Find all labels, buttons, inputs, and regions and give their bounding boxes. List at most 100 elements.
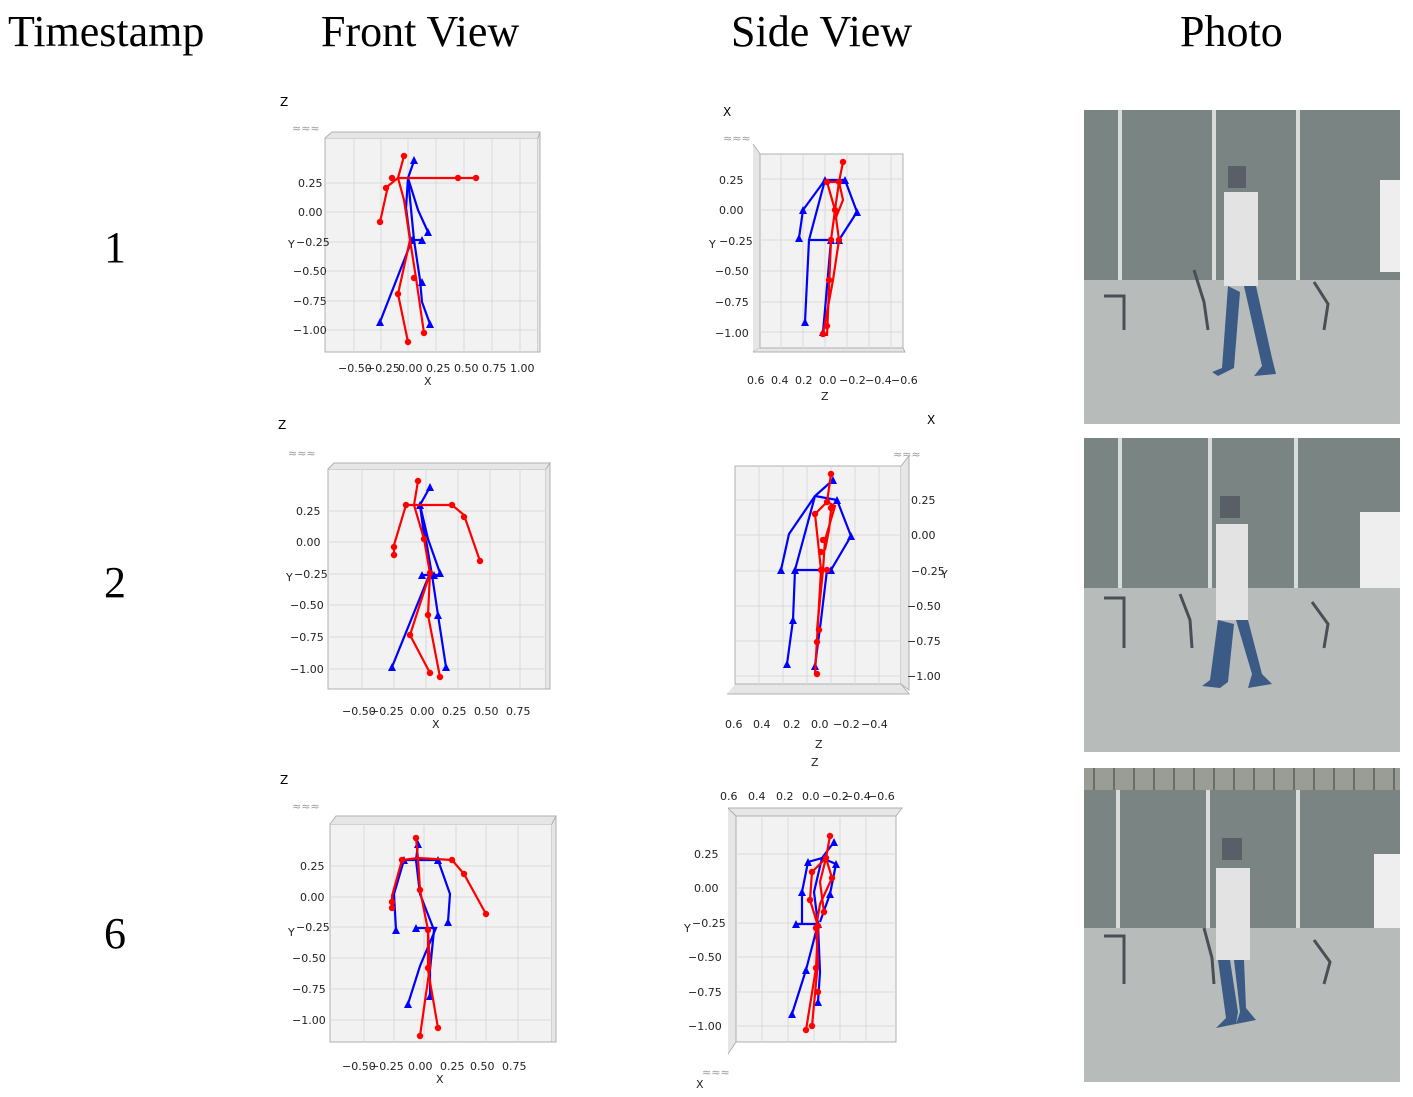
y-tick: −0.75: [715, 296, 749, 309]
x-tick: −0.50: [338, 362, 372, 375]
y-tick: −0.25: [719, 235, 753, 248]
header-side-view: Side View: [731, 7, 913, 56]
x-axis-label: X: [436, 1073, 444, 1086]
y-tick: 0.25: [298, 177, 323, 190]
y-tick: −1.00: [292, 1014, 326, 1027]
z-axis-label: Z: [811, 756, 819, 769]
header-photo: Photo: [1180, 7, 1283, 56]
timestamp-1: 1: [104, 223, 126, 272]
y-tick: −0.25: [911, 565, 945, 578]
z-tick: −0.6: [891, 374, 918, 387]
y-tick: 0.25: [911, 494, 936, 507]
timestamp-6: 6: [104, 909, 126, 958]
svg-text:≈≈≈: ≈≈≈: [702, 1066, 730, 1079]
z-axis-label: Z: [280, 95, 288, 109]
y-tick: −0.75: [292, 983, 326, 996]
y-tick: 0.25: [300, 860, 325, 873]
x-axis-label: X: [723, 105, 731, 119]
z-tick: 0.2: [776, 790, 794, 803]
photo-frame-2: [1084, 438, 1400, 752]
y-tick: −0.75: [290, 631, 324, 644]
y-tick: 0.00: [911, 529, 936, 542]
z-tick: 0.2: [795, 374, 813, 387]
y-tick: −0.50: [293, 265, 327, 278]
z-tick: −0.4: [861, 718, 888, 731]
z-tick: −0.2: [839, 374, 866, 387]
x-tick: −0.25: [370, 705, 404, 718]
x-tick: 0.50: [474, 705, 499, 718]
y-tick: −1.00: [907, 670, 941, 683]
z-tick: 0.0: [819, 374, 837, 387]
y-tick: −1.00: [715, 327, 749, 340]
y-tick: −0.50: [907, 600, 941, 613]
z-tick: 0.6: [725, 718, 743, 731]
svg-text:≈≈≈: ≈≈≈: [292, 800, 320, 813]
z-tick: 0.6: [720, 790, 738, 803]
z-axis-label: Z: [278, 418, 286, 432]
x-tick: 0.75: [482, 362, 507, 375]
side-view-plot-3: 0.6 0.4 0.2 0.0 −0.2 −0.4 −0.6 0.25 0.00…: [683, 790, 903, 1091]
y-tick: −0.75: [293, 295, 327, 308]
front-view-plot-3: Z ≈≈≈ 0.25 0.00 −0.25 −0.50 −0.75 −1.00 …: [280, 773, 557, 1086]
y-axis-label: Y: [287, 238, 295, 251]
y-tick: −0.25: [296, 236, 330, 249]
x-tick: 0.00: [398, 362, 423, 375]
y-tick: −0.25: [692, 917, 726, 930]
y-tick: −1.00: [290, 663, 324, 676]
photo-frame-3: [1084, 768, 1400, 1082]
y-tick: −0.75: [907, 635, 941, 648]
z-tick: −0.4: [865, 374, 892, 387]
x-axis-label: X: [696, 1078, 704, 1091]
z-tick: 0.4: [748, 790, 766, 803]
y-tick: −0.25: [296, 921, 330, 934]
x-tick: 0.00: [410, 705, 435, 718]
z-tick: −0.6: [868, 790, 895, 803]
y-tick: −0.50: [688, 951, 722, 964]
svg-text:≈≈≈: ≈≈≈: [893, 448, 921, 461]
x-tick: 0.00: [408, 1060, 433, 1073]
y-tick: −1.00: [293, 324, 327, 337]
z-axis-label: Z: [815, 738, 823, 751]
y-tick: 0.25: [694, 848, 719, 861]
x-tick: 1.00: [510, 362, 535, 375]
x-tick: −0.25: [370, 1060, 404, 1073]
z-tick: −0.2: [822, 790, 849, 803]
x-tick: 0.25: [426, 362, 451, 375]
z-tick: 0.6: [747, 374, 765, 387]
y-tick: 0.00: [300, 891, 325, 904]
header-front-view: Front View: [321, 7, 520, 56]
y-tick: −0.50: [715, 265, 749, 278]
x-tick: −0.25: [366, 362, 400, 375]
z-tick: 0.0: [802, 790, 820, 803]
x-tick: 0.50: [454, 362, 479, 375]
timestamp-2: 2: [104, 558, 126, 607]
y-axis-label: Y: [285, 571, 293, 584]
photo-frame-1: [1084, 110, 1400, 424]
y-tick: 0.25: [296, 505, 321, 518]
svg-text:≈≈≈: ≈≈≈: [723, 132, 751, 145]
svg-text:≈≈≈: ≈≈≈: [292, 122, 320, 135]
z-tick: 0.2: [783, 718, 801, 731]
y-axis-label: Y: [287, 926, 295, 939]
x-tick: 0.75: [506, 705, 531, 718]
z-tick: 0.4: [753, 718, 771, 731]
z-axis-label: Z: [821, 390, 829, 403]
x-tick: 0.50: [470, 1060, 495, 1073]
y-tick: 0.00: [296, 536, 321, 549]
x-tick: 0.25: [442, 705, 467, 718]
y-tick: 0.00: [298, 206, 323, 219]
y-tick: −0.25: [294, 568, 328, 581]
y-tick: −0.50: [292, 952, 326, 965]
side-view-plot-1: X ≈≈≈ 0.25 0.00 −0.25 −0.50 −0.75 −1.00 …: [708, 105, 918, 403]
x-axis-label: X: [424, 375, 432, 388]
z-tick: −0.4: [844, 790, 871, 803]
y-axis-label: Y: [940, 568, 948, 581]
y-tick: −0.75: [688, 986, 722, 999]
header-timestamp: Timestamp: [8, 7, 205, 56]
y-axis-label: Y: [708, 238, 716, 251]
x-tick: 0.25: [440, 1060, 465, 1073]
x-tick: −0.50: [342, 705, 376, 718]
z-axis-label: Z: [280, 773, 288, 787]
z-tick: 0.4: [771, 374, 789, 387]
y-tick: 0.00: [719, 204, 744, 217]
